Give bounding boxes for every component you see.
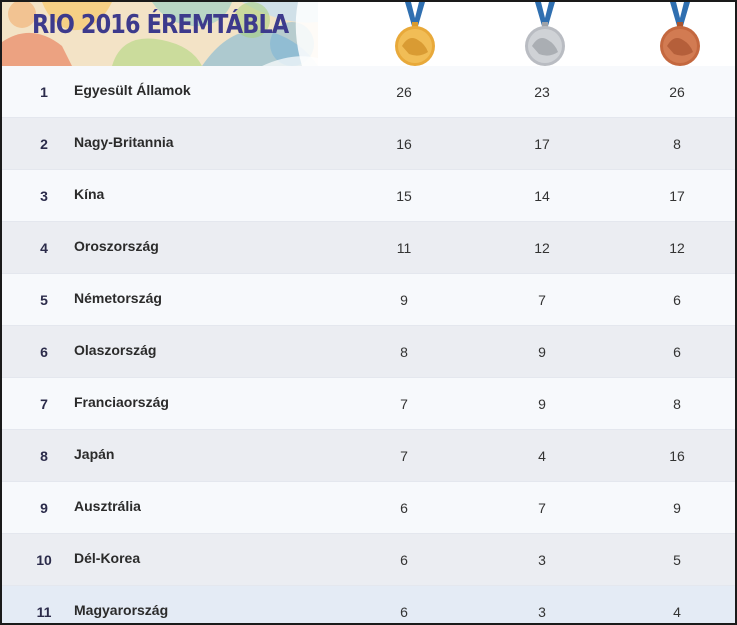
gold-count-cell: 7 bbox=[400, 396, 408, 412]
silver-count-cell: 3 bbox=[538, 552, 546, 568]
rank-cell: 10 bbox=[36, 552, 52, 568]
rank-cell: 7 bbox=[40, 396, 48, 412]
rank-cell: 9 bbox=[40, 500, 48, 516]
rank-cell: 5 bbox=[40, 292, 48, 308]
silver-count-cell: 23 bbox=[534, 84, 550, 100]
bronze-count-cell: 5 bbox=[673, 552, 681, 568]
silver-count-cell: 14 bbox=[534, 188, 550, 204]
bronze-medal-icon bbox=[660, 2, 700, 66]
gold-count-cell: 6 bbox=[400, 604, 408, 620]
table-row-highlighted: 11 Magyarország 6 3 4 bbox=[2, 586, 735, 623]
country-cell: Japán bbox=[74, 446, 115, 462]
country-cell: Egyesült Államok bbox=[74, 82, 191, 98]
medal-table-header: RIO 2016 ÉREMTÁBLA bbox=[2, 2, 735, 66]
country-cell: Olaszország bbox=[74, 342, 157, 358]
silver-count-cell: 9 bbox=[538, 396, 546, 412]
country-cell: Ausztrália bbox=[74, 498, 141, 514]
table-row: 4 Oroszország 11 12 12 bbox=[2, 222, 735, 274]
gold-count-cell: 9 bbox=[400, 292, 408, 308]
table-row: 1 Egyesült Államok 26 23 26 bbox=[2, 66, 735, 118]
country-cell: Németország bbox=[74, 290, 162, 306]
gold-count-cell: 11 bbox=[396, 240, 412, 256]
country-cell: Kína bbox=[74, 186, 105, 202]
gold-count-cell: 8 bbox=[400, 344, 408, 360]
silver-count-cell: 12 bbox=[534, 240, 550, 256]
rio-pattern-background bbox=[2, 2, 318, 66]
gold-count-cell: 6 bbox=[400, 500, 408, 516]
gold-count-cell: 26 bbox=[396, 84, 412, 100]
bronze-count-cell: 9 bbox=[673, 500, 681, 516]
table-row: 9 Ausztrália 6 7 9 bbox=[2, 482, 735, 534]
bronze-count-cell: 4 bbox=[673, 604, 681, 620]
table-row: 10 Dél-Korea 6 3 5 bbox=[2, 534, 735, 586]
rank-cell: 11 bbox=[36, 604, 52, 620]
gold-medal-icon bbox=[395, 2, 435, 66]
medal-table: 1 Egyesült Államok 26 23 26 2 Nagy-Brita… bbox=[2, 66, 735, 623]
table-row: 7 Franciaország 7 9 8 bbox=[2, 378, 735, 430]
rank-cell: 4 bbox=[40, 240, 48, 256]
country-cell: Dél-Korea bbox=[74, 550, 141, 566]
bronze-count-cell: 6 bbox=[673, 292, 681, 308]
country-cell: Oroszország bbox=[74, 238, 159, 254]
country-cell: Magyarország bbox=[74, 602, 169, 618]
bronze-count-cell: 17 bbox=[669, 188, 685, 204]
bronze-count-cell: 16 bbox=[669, 448, 685, 464]
bronze-count-cell: 6 bbox=[673, 344, 681, 360]
silver-count-cell: 9 bbox=[538, 344, 546, 360]
page-title: RIO 2016 ÉREMTÁBLA bbox=[32, 10, 289, 40]
silver-count-cell: 3 bbox=[538, 604, 546, 620]
table-row: 6 Olaszország 8 9 6 bbox=[2, 326, 735, 378]
rank-cell: 1 bbox=[40, 84, 48, 100]
rank-cell: 3 bbox=[40, 188, 48, 204]
header-banner: RIO 2016 ÉREMTÁBLA bbox=[2, 2, 318, 66]
gold-count-cell: 15 bbox=[396, 188, 412, 204]
table-row: 2 Nagy-Britannia 16 17 8 bbox=[2, 118, 735, 170]
table-row: 3 Kína 15 14 17 bbox=[2, 170, 735, 222]
bronze-count-cell: 12 bbox=[669, 240, 685, 256]
gold-count-cell: 6 bbox=[400, 552, 408, 568]
country-cell: Nagy-Britannia bbox=[74, 134, 174, 150]
bronze-count-cell: 8 bbox=[673, 396, 681, 412]
rank-cell: 6 bbox=[40, 344, 48, 360]
table-row: 8 Japán 7 4 16 bbox=[2, 430, 735, 482]
table-row: 5 Németország 9 7 6 bbox=[2, 274, 735, 326]
bronze-count-cell: 8 bbox=[673, 136, 681, 152]
rank-cell: 8 bbox=[40, 448, 48, 464]
silver-count-cell: 4 bbox=[538, 448, 546, 464]
silver-count-cell: 17 bbox=[534, 136, 550, 152]
rank-cell: 2 bbox=[40, 136, 48, 152]
silver-medal-icon bbox=[525, 2, 565, 66]
country-cell: Franciaország bbox=[74, 394, 169, 410]
gold-count-cell: 16 bbox=[396, 136, 412, 152]
silver-count-cell: 7 bbox=[538, 500, 546, 516]
bronze-count-cell: 26 bbox=[669, 84, 685, 100]
gold-count-cell: 7 bbox=[400, 448, 408, 464]
silver-count-cell: 7 bbox=[538, 292, 546, 308]
